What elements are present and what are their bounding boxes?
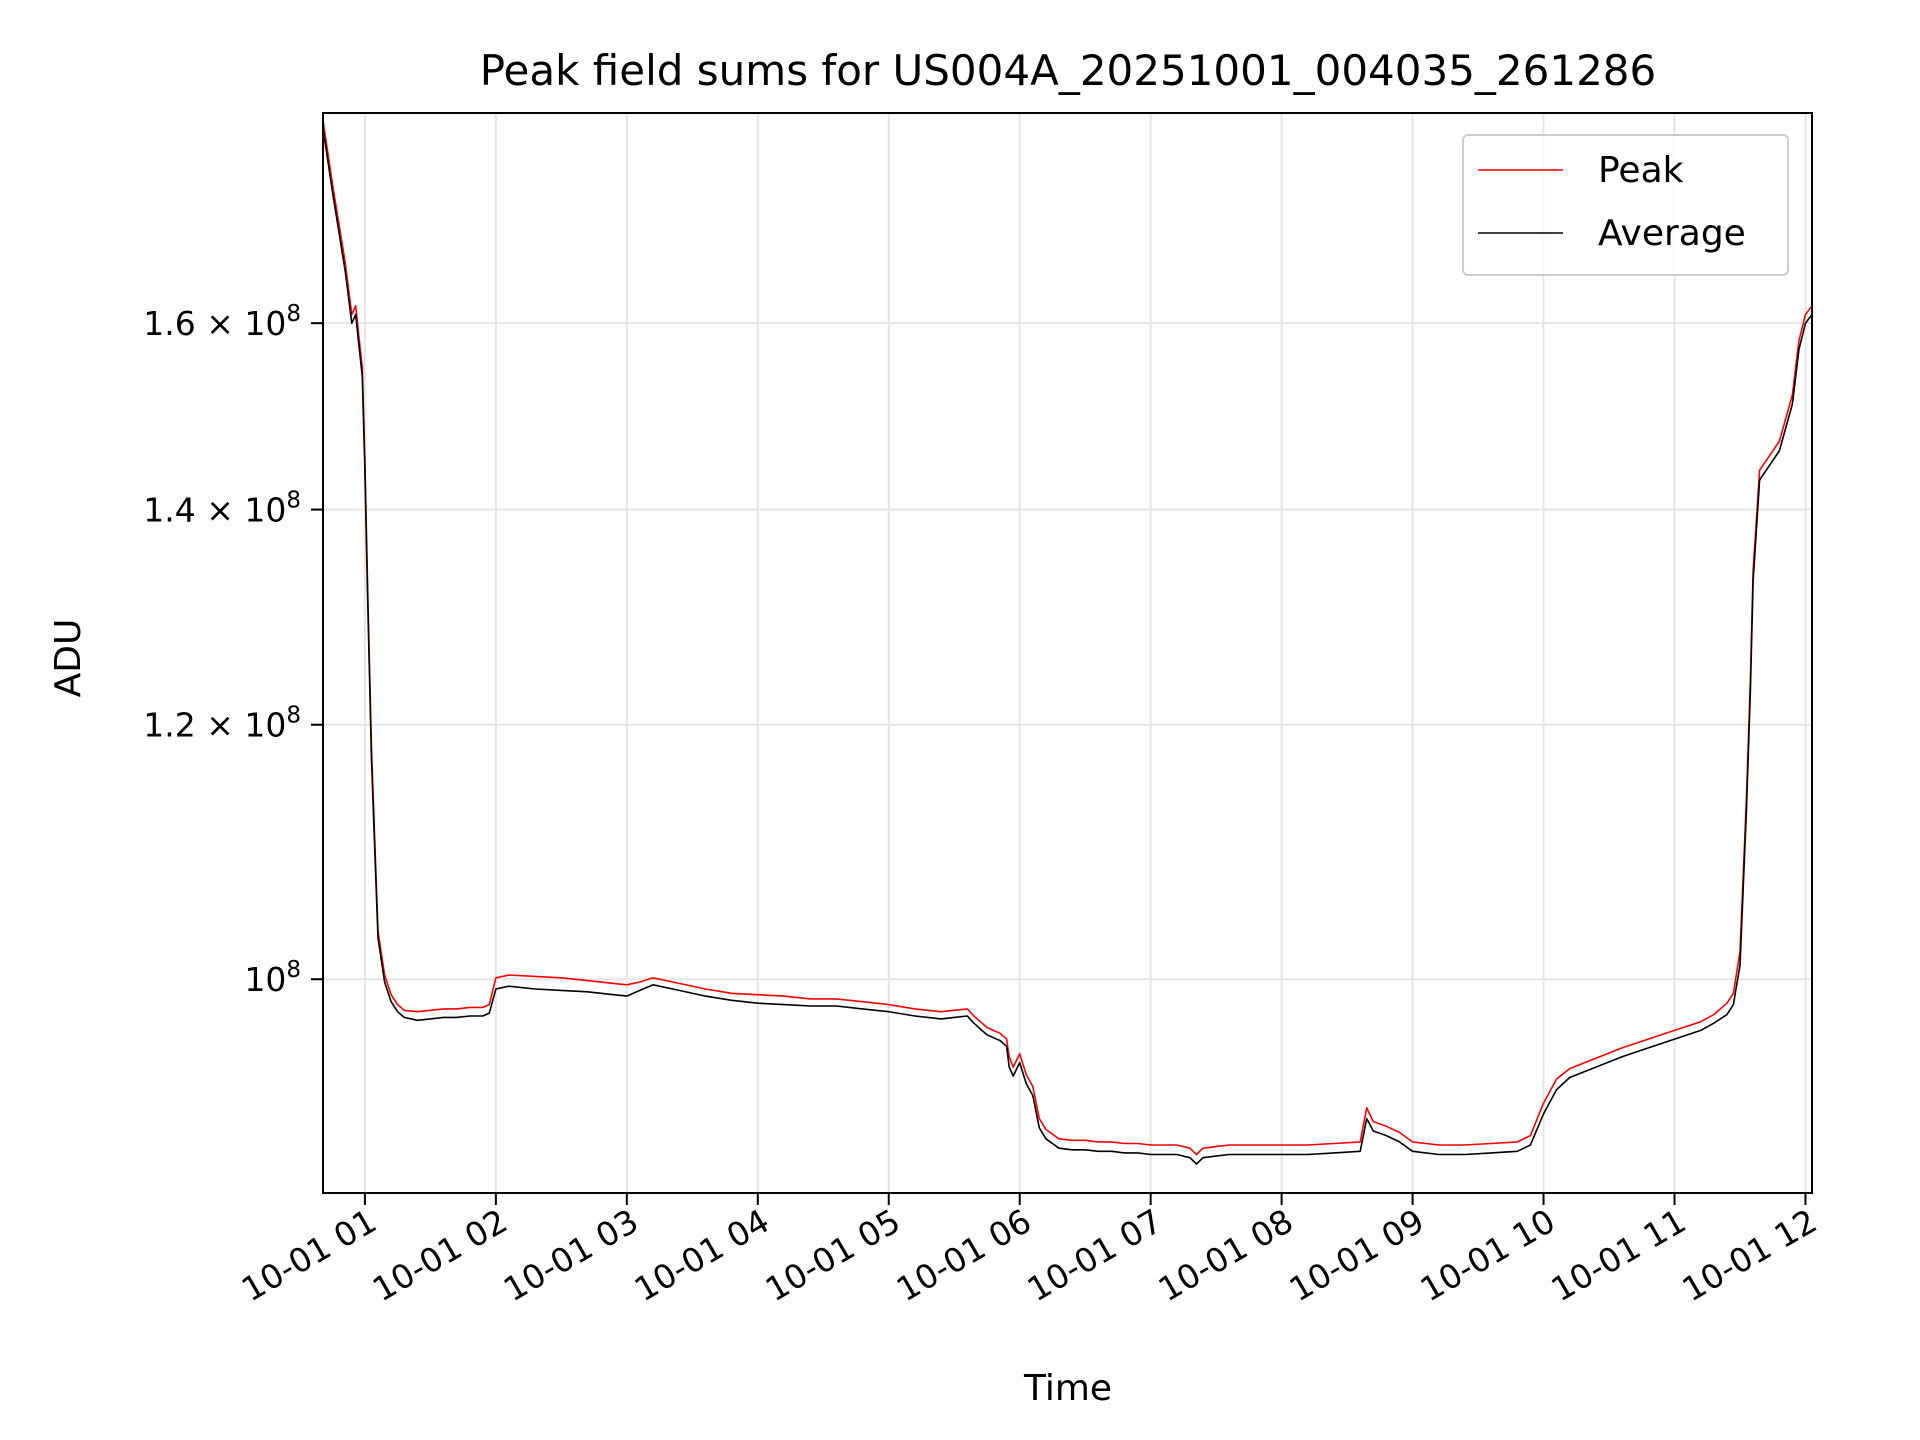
series-line-average xyxy=(322,127,1813,1165)
y-tick-label: 1.6 × 108 xyxy=(143,301,301,343)
y-axis-label: ADU xyxy=(48,619,89,698)
series-layer xyxy=(322,120,1813,1165)
x-axis-label: Time xyxy=(1023,1368,1112,1409)
y-tick-label: 108 xyxy=(244,957,301,999)
grid-lines xyxy=(323,113,1812,1193)
y-axis: 108 1.2 × 108 1.4 × 108 1.6 × 108 xyxy=(143,301,323,999)
legend: Peak Average xyxy=(1462,134,1789,276)
legend-average-label: Average xyxy=(1598,213,1746,254)
legend-peak-label: Peak xyxy=(1598,150,1684,191)
plot-frame xyxy=(322,112,1813,1194)
series-line-peak xyxy=(322,120,1813,1156)
y-tick-label: 1.2 × 108 xyxy=(143,703,301,745)
y-tick-label: 1.4 × 108 xyxy=(143,488,301,530)
chart-title: Peak field sums for US004A_20251001_0040… xyxy=(480,46,1657,95)
